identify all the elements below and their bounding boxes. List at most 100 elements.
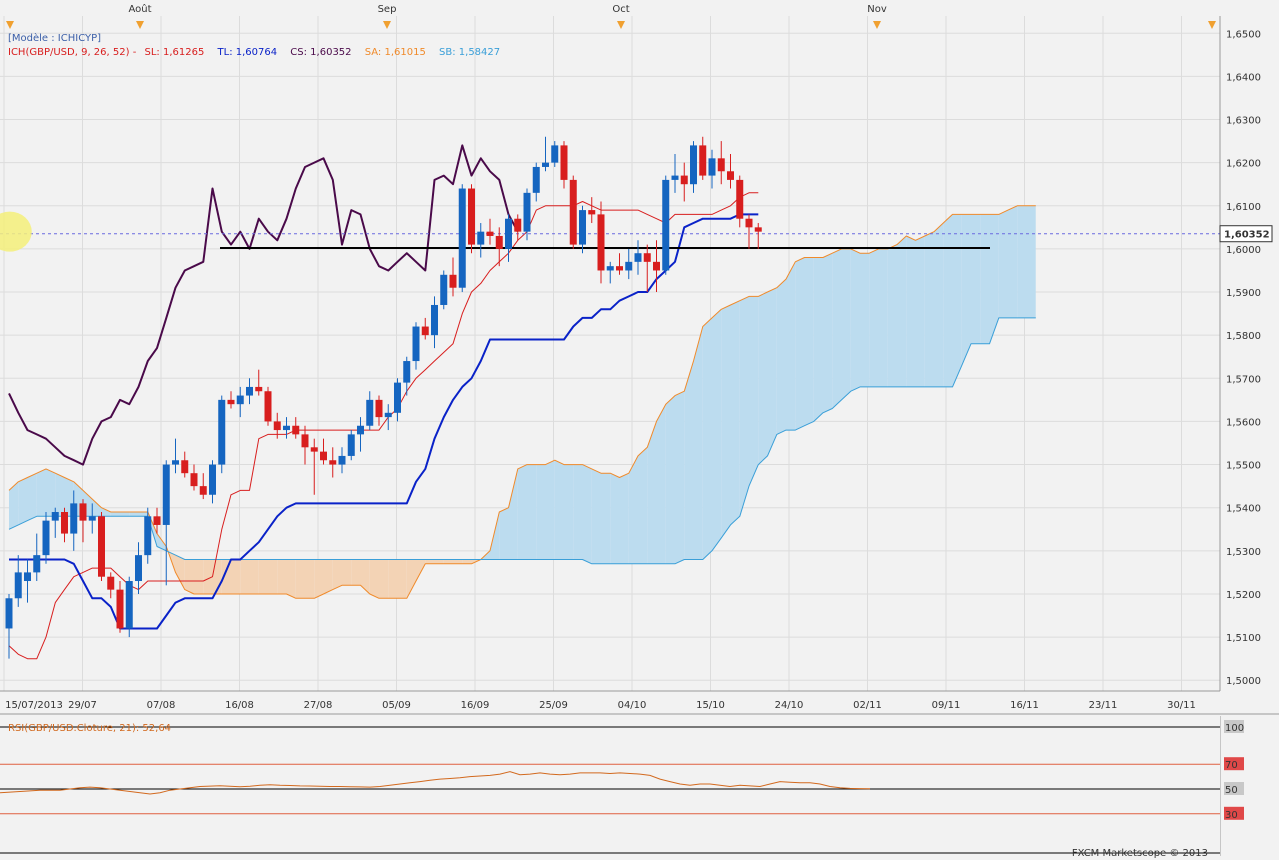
rsi-level-label: 50 <box>1225 785 1238 796</box>
cloud-segment <box>46 468 56 517</box>
cloud-segment <box>601 473 611 564</box>
price-tick-label: 1,5200 <box>1226 590 1261 601</box>
date-tick-label: 15/07/2013 <box>5 700 63 711</box>
candle-bullish <box>218 399 226 465</box>
candle-bullish <box>690 145 697 185</box>
candle-bearish <box>116 589 124 629</box>
cloud-segment <box>18 477 28 525</box>
cloud-segment <box>342 559 352 586</box>
candle-bearish <box>153 516 161 525</box>
candle-bullish <box>523 192 531 232</box>
candle-bullish <box>551 145 559 163</box>
cloud-segment <box>36 468 46 517</box>
rsi-series-line <box>0 771 871 795</box>
cloud-segment <box>360 559 370 594</box>
cloud-segment <box>351 559 361 586</box>
candle-bearish <box>79 503 87 521</box>
candle-bullish <box>42 520 50 556</box>
candle-bullish <box>14 572 22 599</box>
cloud-segment <box>536 464 546 560</box>
month-marker-icon <box>136 21 144 29</box>
candle-bullish <box>625 261 633 271</box>
candle-bullish <box>579 210 586 245</box>
cloud-segment <box>823 253 833 413</box>
cloud-segment <box>971 214 981 344</box>
date-tick-label: 09/11 <box>932 700 961 711</box>
candle-bearish <box>273 421 281 431</box>
date-tick-label: 27/08 <box>304 700 333 711</box>
ichimoku-lines <box>0 144 1220 660</box>
cloud-segment <box>897 235 907 387</box>
cloud-segment <box>425 559 435 564</box>
cloud-segment <box>286 559 296 599</box>
candle-bullish <box>70 503 78 534</box>
cloud-segment <box>231 559 241 594</box>
candle-bearish <box>560 145 568 180</box>
cloud-segment <box>517 464 527 560</box>
main-plot-area <box>0 16 1220 691</box>
cloud-segment <box>591 468 601 564</box>
date-tick-label: 25/09 <box>539 700 568 711</box>
cloud-segment <box>573 464 583 560</box>
price-tick-label: 1,5000 <box>1226 676 1261 687</box>
candle-bullish <box>162 464 170 525</box>
price-tick-label: 1,5300 <box>1226 547 1261 558</box>
rsi-level-box <box>1224 782 1244 795</box>
cloud-segment <box>656 404 666 564</box>
cloud-segment <box>499 507 509 560</box>
cloud-segment <box>527 464 537 560</box>
candlesticks <box>5 136 762 659</box>
cloud-segment <box>860 253 870 387</box>
month-label: Sep <box>378 4 397 15</box>
cloud-segment <box>332 559 342 590</box>
candle-bullish <box>542 162 549 167</box>
candle-bearish <box>98 516 105 577</box>
cloud-segment <box>295 559 305 599</box>
candle-bearish <box>643 253 651 262</box>
candle-bullish <box>366 399 374 426</box>
candle-bearish <box>680 175 688 185</box>
candle-bullish <box>532 166 540 193</box>
indicator-legend: ICH(GBP/USD, 9, 26, 52) - SL: 1,61265 TL… <box>8 47 500 58</box>
candle-bullish <box>708 158 716 176</box>
cloud-segment <box>406 559 416 599</box>
cloud-segment <box>684 361 694 560</box>
cloud-segment <box>157 533 167 551</box>
price-tick-label: 1,5700 <box>1226 374 1261 385</box>
candle-bullish <box>662 179 670 271</box>
chikou-span-line <box>8 144 519 466</box>
cloud-segment <box>120 512 130 517</box>
indicator-name: ICH(GBP/USD, 9, 26, 52) - <box>8 47 137 58</box>
legend-sl: SL: 1,61265 <box>145 47 205 58</box>
price-tick-label: 1,6500 <box>1226 29 1261 40</box>
rsi-axis: 100 70 50 30 <box>1224 720 1244 821</box>
cloud-segment <box>1017 205 1027 318</box>
rsi-level-box <box>1224 806 1244 820</box>
candle-bearish <box>495 235 503 249</box>
candle-bearish <box>745 218 753 228</box>
candle-bearish <box>310 447 318 452</box>
candle-bearish <box>255 386 263 392</box>
cloud-segment <box>397 559 407 599</box>
candle-bearish <box>449 274 457 288</box>
rsi-level-box <box>1224 757 1244 771</box>
cloud-segment <box>619 473 629 564</box>
cloud-segment <box>1026 205 1036 318</box>
cloud-segment <box>915 235 925 387</box>
cloud-segment <box>952 214 962 387</box>
candle-bullish <box>33 555 41 573</box>
current-price-label: 1,60352 <box>1224 230 1270 241</box>
cloud-segment <box>129 512 139 517</box>
cloud-segment <box>416 559 426 582</box>
price-tick-label: 1,5800 <box>1226 331 1261 342</box>
candle-bearish <box>736 179 744 219</box>
candle-bullish <box>24 572 31 582</box>
cloud-segment <box>943 214 953 387</box>
candle-bearish <box>514 218 522 232</box>
month-marker-icon <box>383 21 391 29</box>
candle-bullish <box>440 274 448 305</box>
cloud-segment <box>240 559 250 594</box>
legend-sb: SB: 1,58427 <box>439 47 500 58</box>
legend-cs: CS: 1,60352 <box>290 47 351 58</box>
